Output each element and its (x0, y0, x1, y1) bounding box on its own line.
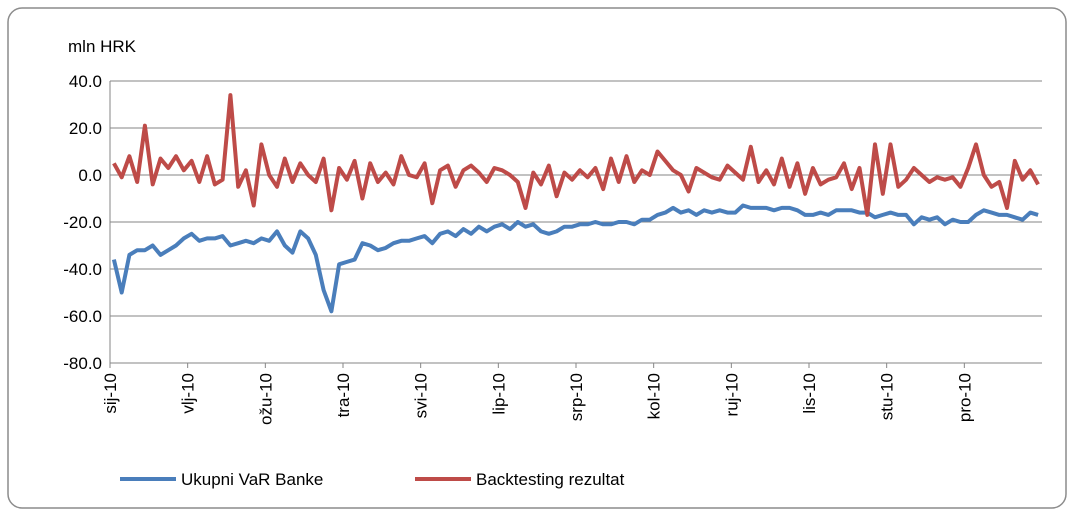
x-tick-label: stu-10 (878, 373, 897, 420)
legend-label: Backtesting rezultat (476, 470, 625, 489)
y-tick-label: 0.0 (78, 166, 102, 185)
x-tick-label: pro-10 (955, 373, 974, 422)
x-tick-label: ruj-10 (722, 373, 741, 416)
y-tick-label: -60.0 (63, 307, 102, 326)
x-tick-label: vlj-10 (179, 373, 198, 414)
x-tick-label: lip-10 (489, 373, 508, 415)
x-tick-label: lis-10 (800, 373, 819, 414)
y-tick-label: -40.0 (63, 260, 102, 279)
x-tick-label: tra-10 (334, 373, 353, 417)
x-tick-label: srp-10 (567, 373, 586, 421)
series-line (112, 93, 1040, 217)
y-tick-label: 20.0 (69, 119, 102, 138)
x-tick-label: svi-10 (412, 373, 431, 418)
x-tick-label: ožu-10 (256, 373, 275, 425)
chart-frame (7, 7, 1067, 509)
series-line (111, 203, 1039, 314)
y-tick-label: -80.0 (63, 354, 102, 373)
x-tick-label: sij-10 (101, 373, 120, 414)
y-axis-label: mln HRK (68, 37, 137, 56)
x-tick-label: kol-10 (645, 373, 664, 419)
y-tick-label: -20.0 (63, 213, 102, 232)
legend-label: Ukupni VaR Banke (181, 470, 323, 489)
y-tick-label: 40.0 (69, 72, 102, 91)
